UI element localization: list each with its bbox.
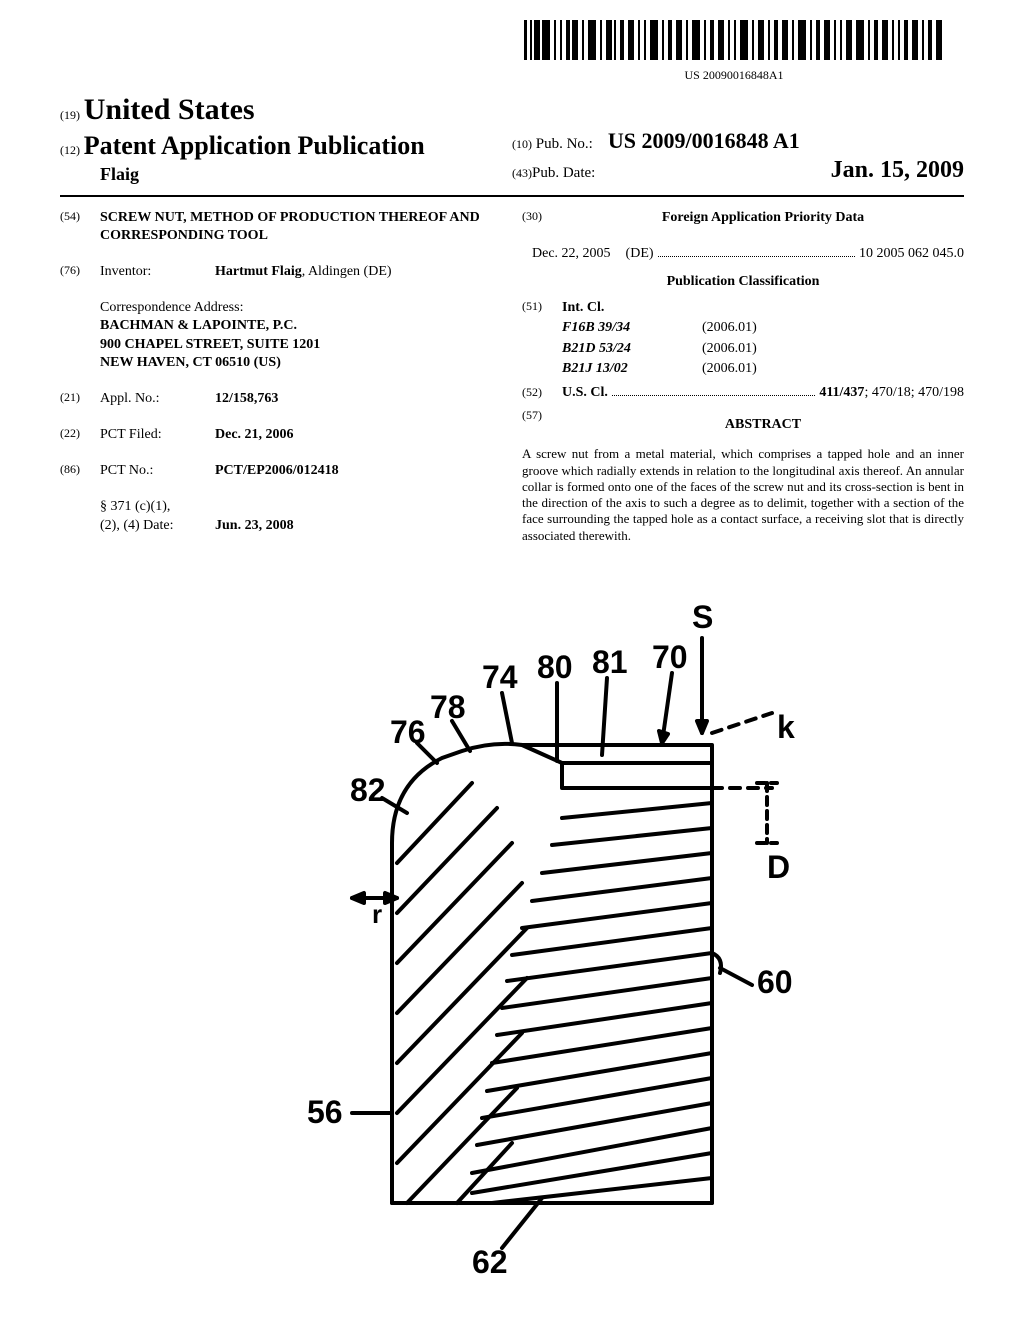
fig-label-81: 81	[592, 644, 628, 680]
fig-label-56: 56	[307, 1094, 343, 1130]
fig-label-60: 60	[757, 964, 793, 1000]
author-surname: Flaig	[60, 163, 512, 186]
code-22: (22)	[60, 426, 100, 444]
code-57: (57)	[522, 408, 562, 442]
fig-label-62: 62	[472, 1244, 508, 1280]
int-cl-0: F16B 39/34	[562, 319, 702, 337]
code-43: (43)	[512, 166, 532, 182]
correspondence-line1: BACHMAN & LAPOINTE, P.C.	[100, 317, 502, 335]
foreign-date: Dec. 22, 2005	[532, 245, 611, 263]
code-51: (51)	[522, 299, 562, 317]
code-21: (21)	[60, 390, 100, 408]
inventor-label: Inventor:	[100, 263, 215, 281]
fig-label-78: 78	[430, 689, 466, 725]
int-cl-2: B21J 13/02	[562, 360, 702, 378]
invention-title: SCREW NUT, METHOD OF PRODUCTION THEREOF …	[100, 209, 502, 245]
us-cl-label: U.S. Cl.	[562, 384, 608, 402]
pub-date-label: Pub. Date:	[532, 164, 595, 184]
foreign-number: 10 2005 062 045.0	[859, 245, 964, 263]
code-12: (12)	[60, 143, 80, 157]
int-cl-year-1: (2006.01)	[702, 340, 964, 358]
correspondence-line3: NEW HAVEN, CT 06510 (US)	[100, 354, 502, 372]
code-54: (54)	[60, 209, 100, 245]
int-cl-label: Int. Cl.	[562, 299, 964, 317]
code-76: (76)	[60, 263, 100, 281]
barcode-number: US 20090016848A1	[524, 68, 944, 84]
pub-no: US 2009/0016848 A1	[608, 128, 800, 153]
country-name: United States	[84, 93, 255, 126]
pct-filed-label: PCT Filed:	[100, 426, 215, 444]
fig-label-80: 80	[537, 649, 573, 685]
fig-label-82: 82	[350, 772, 386, 808]
int-cl-year-2: (2006.01)	[702, 360, 964, 378]
dotted-leader-uscl	[612, 382, 815, 396]
int-cl-year-0: (2006.01)	[702, 319, 964, 337]
header-divider	[60, 195, 964, 197]
s371-label2: (2), (4) Date:	[100, 517, 215, 535]
code-30: (30)	[522, 209, 562, 235]
barcode-section: US 20090016848A1	[60, 20, 964, 85]
appl-no-label: Appl. No.:	[100, 390, 215, 408]
code-86: (86)	[60, 462, 100, 480]
us-cl-main: 411/437	[819, 384, 864, 402]
patent-figure: S 70 81 80 74 78 76 82 56 62 60 k D r	[60, 583, 964, 1289]
inventor-name: Hartmut Flaig	[215, 264, 302, 279]
fig-label-70: 70	[652, 639, 688, 675]
pub-no-label: Pub. No.:	[536, 136, 593, 152]
bibliographic-columns: (54) SCREW NUT, METHOD OF PRODUCTION THE…	[60, 209, 964, 553]
fig-label-74: 74	[482, 659, 518, 695]
document-header: (19) United States (12) Patent Applicati…	[60, 90, 964, 186]
correspondence-label: Correspondence Address:	[100, 299, 502, 317]
s371-date: Jun. 23, 2008	[215, 517, 502, 535]
foreign-country: (DE)	[626, 245, 654, 263]
foreign-priority-header: Foreign Application Priority Data	[562, 209, 964, 227]
code-10: (10)	[512, 137, 532, 151]
fig-label-76: 76	[390, 714, 426, 750]
code-52: (52)	[522, 385, 562, 401]
abstract-label: ABSTRACT	[562, 416, 964, 434]
dotted-leader	[658, 243, 855, 257]
abstract-text: A screw nut from a metal material, which…	[522, 446, 964, 544]
publication-kind: Patent Application Publication	[84, 131, 425, 160]
appl-no: 12/158,763	[215, 390, 502, 408]
inventor-location: , Aldingen (DE)	[302, 264, 392, 279]
fig-label-S: S	[692, 599, 713, 635]
pct-no-label: PCT No.:	[100, 462, 215, 480]
us-cl-rest: ; 470/18; 470/198	[864, 384, 964, 402]
barcode: US 20090016848A1	[524, 20, 944, 84]
fig-label-r: r	[372, 899, 382, 929]
pub-date: Jan. 15, 2009	[831, 155, 964, 186]
correspondence-line2: 900 CHAPEL STREET, SUITE 1201	[100, 336, 502, 354]
pub-classification-header: Publication Classification	[522, 273, 964, 291]
s371-label1: § 371 (c)(1),	[100, 498, 215, 516]
code-19: (19)	[60, 108, 80, 122]
fig-label-k: k	[777, 709, 795, 745]
int-cl-1: B21D 53/24	[562, 340, 702, 358]
pct-filed: Dec. 21, 2006	[215, 426, 502, 444]
fig-label-D: D	[767, 849, 790, 885]
pct-no: PCT/EP2006/012418	[215, 462, 502, 480]
